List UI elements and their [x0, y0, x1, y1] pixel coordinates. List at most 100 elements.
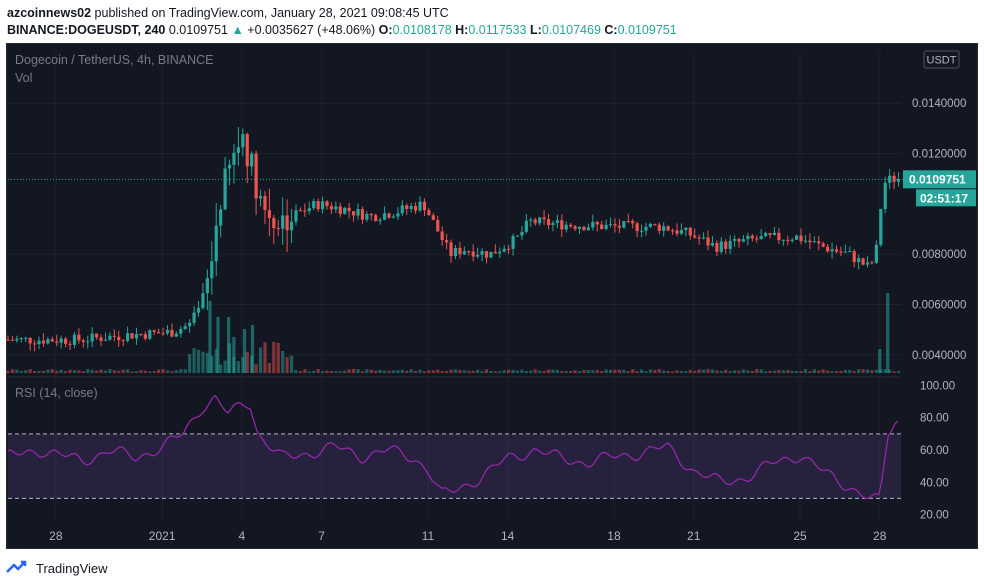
- candle-body: [577, 226, 582, 229]
- countdown-label: 02:51:17: [920, 191, 968, 205]
- candle-body: [476, 254, 480, 257]
- candles: [6, 127, 901, 352]
- candle-body: [205, 278, 209, 294]
- candle-body: [892, 175, 896, 182]
- candle-body: [502, 248, 506, 252]
- volume-bar: [511, 369, 515, 373]
- candle-body: [693, 235, 697, 238]
- rsi-axis[interactable]: 100.00 80.00 60.00 40.00 20.00: [920, 380, 955, 521]
- volume-bar: [865, 369, 870, 373]
- volume-bar: [648, 369, 653, 373]
- candle-body: [480, 251, 484, 255]
- currency-badge[interactable]: USDT: [927, 55, 957, 67]
- candle-body: [59, 338, 63, 343]
- time-tick-label: 11: [422, 529, 435, 543]
- candle-body: [192, 312, 196, 323]
- volume-bar: [737, 370, 741, 373]
- volume-bar: [471, 370, 475, 373]
- volume-spike: [878, 349, 882, 373]
- volume-bar: [325, 370, 329, 373]
- candle-body: [493, 251, 497, 254]
- volume-bar: [90, 369, 94, 373]
- price-chart[interactable]: Dogecoin / TetherUS, 4h, BINANCE Vol USD…: [6, 43, 978, 549]
- author-name[interactable]: azcoinnews02: [7, 6, 92, 20]
- volume-bar: [374, 370, 378, 373]
- volume-bar: [365, 369, 369, 373]
- candle-body: [303, 210, 307, 212]
- time-tick-label: 21: [687, 529, 701, 543]
- candle-body: [232, 152, 236, 165]
- candle-body: [365, 213, 369, 220]
- high-label: H:: [455, 23, 469, 37]
- candle-body: [617, 225, 622, 228]
- candle-body: [724, 241, 728, 249]
- high-value: 0.0117533: [468, 23, 527, 37]
- volume-bar: [675, 370, 679, 373]
- candle-body: [896, 179, 901, 182]
- volume-bar: [148, 371, 152, 373]
- candle-body: [675, 230, 679, 234]
- candle-body: [77, 334, 81, 341]
- volume-bar: [608, 369, 613, 373]
- candle-body: [808, 240, 812, 243]
- volume-bar: [888, 369, 892, 373]
- volume-bar: [59, 369, 63, 373]
- volume-bar: [462, 370, 466, 373]
- volume-bar: [657, 369, 661, 373]
- volume-bar: [826, 370, 830, 373]
- candle-body: [405, 205, 409, 210]
- volume-bar: [356, 369, 360, 373]
- candle-body: [400, 205, 404, 214]
- volume-bar: [196, 349, 201, 373]
- candle-body: [591, 221, 595, 228]
- candle-body: [183, 326, 187, 329]
- volume-bar: [542, 370, 546, 373]
- candle-body: [515, 235, 520, 237]
- volume-bar: [6, 370, 10, 373]
- candle-body: [374, 215, 378, 221]
- volume-bar: [400, 369, 404, 373]
- volume-bar: [445, 370, 449, 373]
- close-label: C:: [604, 23, 618, 37]
- volume-bar: [639, 369, 644, 373]
- candle-body: [81, 340, 85, 342]
- candle-body: [648, 223, 653, 227]
- time-tick-label: 18: [607, 529, 621, 543]
- volume-bar: [684, 371, 688, 373]
- volume-bar: [139, 370, 143, 373]
- candle-body: [750, 235, 754, 239]
- volume-bar: [870, 370, 874, 373]
- tradingview-logo-icon[interactable]: [6, 560, 30, 576]
- candle-body: [874, 244, 878, 263]
- candle-body: [710, 243, 715, 246]
- footer-brand[interactable]: TradingView: [36, 560, 108, 576]
- candle-body: [582, 226, 586, 231]
- time-tick-label: 2021: [149, 529, 176, 543]
- volume-bar: [507, 369, 511, 373]
- volume-bar: [595, 370, 599, 373]
- volume-bar: [307, 371, 311, 373]
- volume-bar: [46, 369, 50, 373]
- volume-bar: [121, 369, 125, 373]
- candle-body: [338, 206, 342, 214]
- volume-bar: [219, 364, 223, 373]
- time-axis[interactable]: 28 2021 4 7 11 14 18 21 25 28: [49, 529, 887, 543]
- candle-body: [15, 338, 19, 341]
- volume-bar: [32, 370, 37, 373]
- candle-body: [382, 213, 387, 220]
- currency-badge-box[interactable]: [923, 50, 960, 69]
- price-axis[interactable]: 0.0140000 0.0120000 0.0080000 0.0060000 0.00…: [912, 98, 966, 362]
- candle-body: [369, 213, 373, 216]
- symbol-label: BINANCE:DOGEUSDT, 240: [7, 23, 166, 37]
- low-value: 0.0107469: [541, 23, 601, 37]
- price-tick-label: 0.0040000: [912, 350, 966, 362]
- volume-bar: [55, 370, 59, 373]
- candle-body: [600, 224, 604, 229]
- candle-body: [604, 224, 608, 229]
- candle-body: [458, 247, 462, 255]
- volume-bar: [577, 370, 582, 373]
- volume-bar: [786, 370, 790, 373]
- candle-body: [294, 210, 298, 222]
- volume-bar: [258, 347, 263, 373]
- time-tick-label: 28: [873, 529, 887, 543]
